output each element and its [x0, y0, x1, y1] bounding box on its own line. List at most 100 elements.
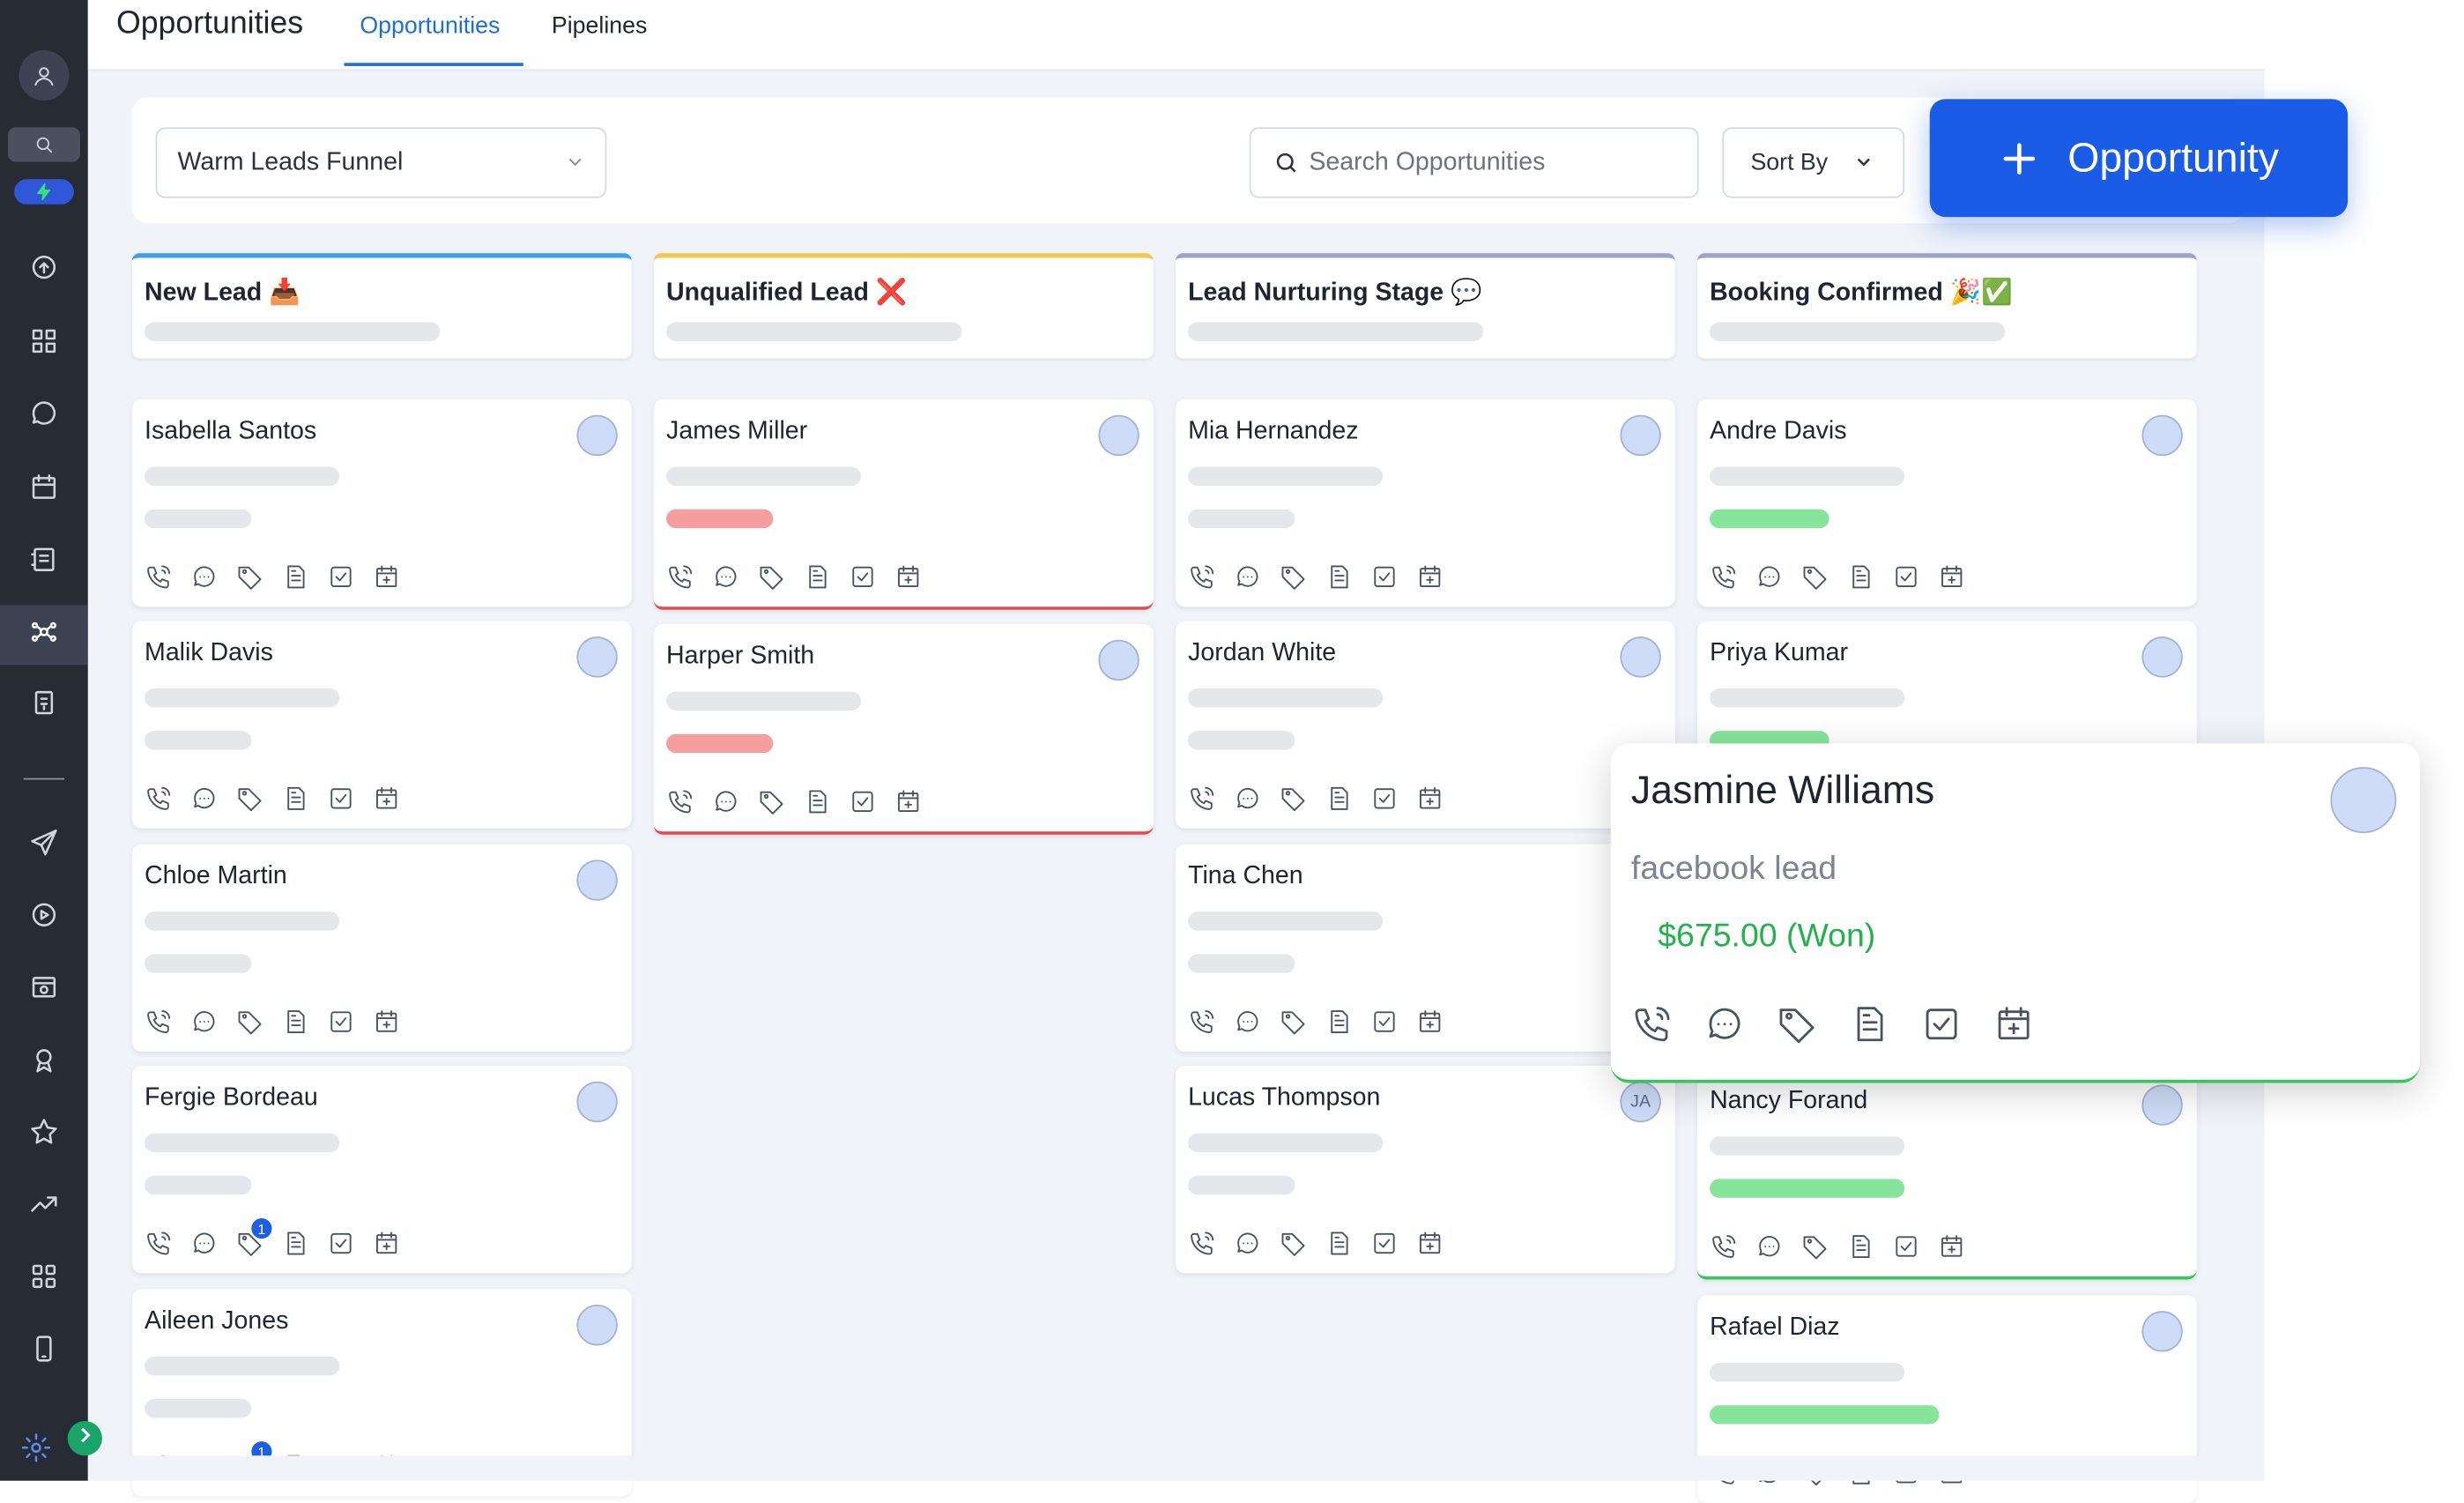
tag-icon[interactable]	[1279, 785, 1307, 813]
avatar[interactable]: JA	[1620, 1081, 1661, 1123]
tag-icon[interactable]	[235, 785, 263, 813]
sidebar-item-launchpad[interactable]	[0, 243, 88, 297]
expand-sidebar-button[interactable]	[67, 1420, 102, 1456]
opportunity-card[interactable]: Nancy Forand	[1696, 1068, 2197, 1280]
chat-icon[interactable]	[1234, 785, 1262, 813]
task-checkbox-icon[interactable]	[327, 1008, 355, 1036]
note-icon[interactable]	[281, 562, 309, 591]
sidebar-item-mobile-app[interactable]	[0, 1325, 88, 1379]
sidebar-item-app-marketplace[interactable]	[0, 1253, 88, 1306]
sort-by-button[interactable]: Sort By	[1722, 127, 1905, 198]
tab-opportunities[interactable]: Opportunities	[360, 12, 501, 40]
note-icon[interactable]	[281, 785, 309, 813]
phone-icon[interactable]	[145, 562, 173, 591]
opportunity-card[interactable]: James Miller	[653, 398, 1154, 610]
avatar[interactable]	[576, 636, 618, 678]
phone-icon[interactable]	[1631, 1003, 1674, 1045]
opportunity-card[interactable]: Tina Chen	[1175, 844, 1675, 1052]
tag-icon[interactable]	[1279, 562, 1307, 591]
chat-icon[interactable]	[1703, 1003, 1746, 1045]
calendar-plus-icon[interactable]	[373, 1229, 401, 1257]
search-input[interactable]: Search Opportunities	[1249, 127, 1699, 198]
task-checkbox-icon[interactable]	[1370, 1008, 1399, 1036]
task-checkbox-icon[interactable]	[1920, 1003, 1963, 1045]
calendar-plus-icon[interactable]	[1938, 562, 1966, 591]
sidebar-item-sites[interactable]	[0, 964, 88, 1017]
note-icon[interactable]	[1325, 1008, 1353, 1036]
search-button[interactable]	[0, 126, 88, 164]
note-icon[interactable]	[1325, 785, 1353, 813]
chat-icon[interactable]	[1755, 1232, 1784, 1261]
chat-icon[interactable]	[190, 1008, 219, 1036]
opportunity-card[interactable]: Andre Davis	[1696, 398, 2197, 607]
note-icon[interactable]	[1325, 1229, 1353, 1257]
avatar[interactable]	[1098, 414, 1139, 457]
chat-icon[interactable]	[190, 562, 219, 591]
chat-icon[interactable]	[1755, 562, 1784, 591]
chat-icon[interactable]	[712, 787, 740, 815]
user-avatar-button[interactable]	[0, 41, 88, 109]
calendar-plus-icon[interactable]	[1416, 785, 1444, 813]
task-checkbox-icon[interactable]	[849, 562, 877, 591]
note-icon[interactable]	[281, 1008, 309, 1036]
tag-icon[interactable]	[1801, 562, 1829, 591]
task-checkbox-icon[interactable]	[1892, 1232, 1920, 1261]
chat-icon[interactable]	[190, 1229, 219, 1257]
sidebar-item-calendars[interactable]	[0, 464, 88, 517]
calendar-plus-icon[interactable]	[894, 562, 923, 591]
sidebar-item-conversations[interactable]	[0, 390, 88, 443]
calendar-plus-icon[interactable]	[1416, 1008, 1444, 1036]
calendar-plus-icon[interactable]	[1416, 562, 1444, 591]
chat-icon[interactable]	[1234, 1008, 1262, 1036]
note-icon[interactable]	[803, 562, 831, 591]
sidebar-item-memberships[interactable]	[0, 1036, 88, 1090]
calendar-plus-icon[interactable]	[894, 787, 923, 815]
tag-icon[interactable]	[235, 1008, 263, 1036]
opportunity-card[interactable]: Isabella Santos	[131, 398, 632, 607]
tag-icon[interactable]	[757, 562, 785, 591]
sidebar-item-settings[interactable]	[10, 1425, 63, 1478]
phone-icon[interactable]	[145, 1008, 173, 1036]
task-checkbox-icon[interactable]	[327, 562, 355, 591]
tag-icon[interactable]	[235, 562, 263, 591]
sidebar-item-automation[interactable]	[0, 891, 88, 945]
add-opportunity-button[interactable]: Opportunity	[1929, 99, 2349, 218]
calendar-plus-icon[interactable]	[1416, 1229, 1444, 1257]
task-checkbox-icon[interactable]	[1370, 562, 1399, 591]
phone-icon[interactable]	[1710, 1232, 1738, 1261]
chat-icon[interactable]	[1234, 562, 1262, 591]
sidebar-item-payments[interactable]	[0, 679, 88, 733]
avatar[interactable]	[2141, 414, 2183, 457]
note-icon[interactable]	[1325, 562, 1353, 591]
opportunity-card[interactable]: Lucas Thompson JA	[1175, 1065, 1675, 1274]
opportunity-card-expanded[interactable]: Jasmine Williams facebook lead $675.00 (…	[1610, 743, 2421, 1083]
phone-icon[interactable]	[145, 1229, 173, 1257]
phone-icon[interactable]	[1188, 785, 1216, 813]
note-icon[interactable]	[1848, 1003, 1890, 1045]
phone-icon[interactable]	[1188, 1229, 1216, 1257]
tag-icon[interactable]: 1	[235, 1217, 272, 1257]
tag-icon[interactable]	[1801, 1232, 1829, 1261]
avatar[interactable]	[1098, 639, 1139, 681]
sidebar-item-marketing[interactable]	[0, 819, 88, 873]
tag-icon[interactable]	[757, 787, 785, 815]
calendar-plus-icon[interactable]	[373, 562, 401, 591]
tab-pipelines[interactable]: Pipelines	[551, 12, 648, 40]
avatar[interactable]	[576, 859, 618, 901]
task-checkbox-icon[interactable]	[849, 787, 877, 815]
opportunity-card[interactable]: Chloe Martin	[131, 844, 632, 1052]
phone-icon[interactable]	[1710, 562, 1738, 591]
phone-icon[interactable]	[1188, 1008, 1216, 1036]
task-checkbox-icon[interactable]	[1370, 1229, 1399, 1257]
phone-icon[interactable]	[1188, 562, 1216, 591]
avatar[interactable]	[2141, 1311, 2183, 1352]
phone-icon[interactable]	[145, 785, 173, 813]
calendar-plus-icon[interactable]	[1938, 1232, 1966, 1261]
quick-actions-button[interactable]	[0, 176, 88, 208]
avatar[interactable]	[1620, 414, 1661, 457]
avatar[interactable]	[576, 1305, 618, 1346]
tag-icon[interactable]	[1279, 1229, 1307, 1257]
tag-icon[interactable]	[1776, 1003, 1818, 1045]
sidebar-item-contacts[interactable]	[0, 536, 88, 590]
opportunity-card[interactable]: Fergie Bordeau 1	[131, 1065, 632, 1274]
